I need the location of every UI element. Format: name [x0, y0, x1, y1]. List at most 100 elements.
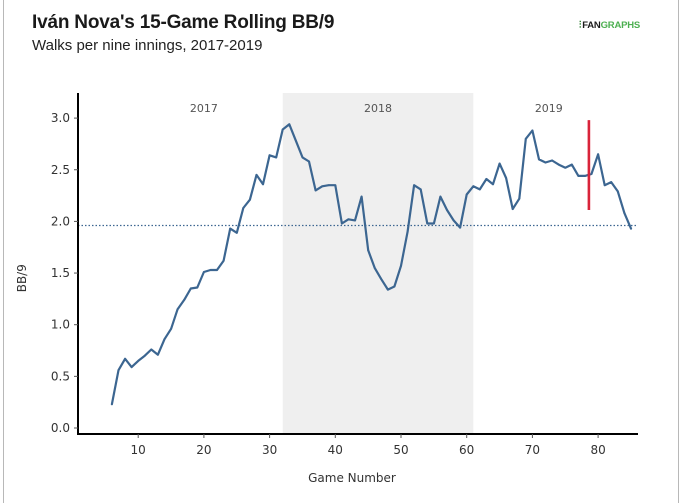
data-point — [386, 288, 389, 291]
data-point — [111, 403, 113, 406]
data-point — [557, 163, 560, 166]
data-point — [367, 249, 370, 252]
y-tick-label: 0.0 — [51, 421, 70, 435]
data-point — [248, 198, 251, 201]
chart-frame — [3, 0, 679, 503]
year-label-2017: 2017 — [190, 102, 218, 115]
x-tick-label: 80 — [590, 443, 605, 457]
year-label-2018: 2018 — [364, 102, 392, 115]
y-axis-title: BB/9 — [15, 264, 29, 292]
data-point — [400, 264, 402, 267]
shaded-region-2018 — [282, 93, 474, 434]
year-labels: 2017 2018 2019 — [190, 102, 563, 115]
data-point — [288, 123, 291, 126]
data-point — [183, 299, 186, 301]
data-point — [143, 354, 146, 357]
y-tick-label: 1.0 — [51, 318, 70, 332]
data-point — [616, 190, 619, 193]
x-axis-ticks: 10 20 30 40 50 60 70 80 — [131, 434, 606, 457]
data-point — [360, 195, 363, 198]
data-point — [150, 348, 153, 351]
data-point — [255, 174, 258, 176]
data-point — [439, 195, 442, 198]
x-tick-label: 10 — [131, 443, 146, 457]
data-point — [432, 222, 435, 225]
data-point — [538, 158, 540, 161]
x-tick-label: 50 — [393, 443, 408, 457]
data-point — [124, 357, 126, 360]
data-point — [157, 353, 159, 356]
data-point — [275, 156, 278, 159]
data-point — [262, 183, 264, 186]
year-label-2019: 2019 — [535, 102, 563, 115]
data-point — [426, 222, 429, 225]
data-point — [413, 184, 416, 187]
data-point — [354, 219, 356, 222]
data-point — [472, 185, 475, 188]
data-point — [321, 185, 324, 188]
shaded-regions — [282, 93, 474, 434]
x-tick-label: 20 — [196, 443, 211, 457]
data-point — [189, 287, 192, 290]
series-line — [110, 123, 633, 406]
data-point — [216, 269, 218, 271]
data-point — [623, 212, 626, 215]
data-point — [301, 156, 304, 159]
data-point — [485, 178, 488, 180]
data-point — [229, 227, 232, 230]
data-point — [380, 278, 383, 281]
chart-title: Iván Nova's 15-Game Rolling BB/9 — [32, 12, 335, 33]
data-point — [176, 308, 179, 311]
data-point — [518, 197, 521, 200]
x-tick-label: 60 — [459, 443, 474, 457]
data-point — [505, 177, 508, 179]
data-point — [281, 128, 284, 131]
data-point — [294, 139, 297, 142]
data-point — [452, 219, 455, 222]
data-point — [130, 366, 133, 368]
data-point — [314, 189, 317, 192]
data-point — [163, 338, 166, 341]
data-point — [308, 160, 310, 163]
axes — [77, 93, 638, 435]
data-point — [373, 266, 376, 269]
data-point — [334, 184, 337, 187]
data-point — [446, 209, 448, 211]
data-point — [406, 230, 409, 233]
x-tick-label: 40 — [328, 443, 343, 457]
data-point — [570, 163, 573, 166]
data-point — [524, 137, 527, 140]
data-point — [196, 286, 199, 289]
data-point — [419, 188, 422, 191]
data-point — [597, 153, 599, 156]
data-point — [235, 231, 238, 234]
data-point — [531, 129, 534, 132]
data-point — [117, 369, 120, 372]
y-tick-label: 1.5 — [51, 266, 70, 280]
x-tick-label: 70 — [525, 443, 540, 457]
data-point — [590, 172, 593, 175]
y-tick-label: 0.5 — [51, 369, 70, 383]
series-group — [110, 123, 633, 406]
logo-text-graphs: GRAPHS — [600, 20, 641, 31]
data-point — [170, 327, 172, 330]
data-point — [242, 207, 245, 209]
data-point — [393, 285, 396, 288]
data-point — [465, 193, 468, 196]
logo-text-fan: FAN — [582, 20, 601, 31]
data-point — [544, 161, 547, 164]
data-point — [603, 184, 606, 187]
y-axis-ticks: 0.0 0.5 1.0 1.5 2.0 2.5 3.0 — [51, 111, 78, 435]
y-tick-label: 2.0 — [51, 214, 70, 228]
chart-subtitle: Walks per nine innings, 2017-2019 — [32, 37, 263, 54]
data-point — [137, 359, 140, 362]
data-point — [492, 183, 494, 186]
data-point — [610, 181, 613, 184]
data-point — [459, 226, 462, 229]
fangraphs-logo: ⫶FANGRAPHS — [579, 20, 640, 31]
data-point — [551, 159, 554, 162]
data-point — [209, 269, 212, 271]
data-point — [630, 227, 632, 230]
x-tick-label: 30 — [262, 443, 277, 457]
